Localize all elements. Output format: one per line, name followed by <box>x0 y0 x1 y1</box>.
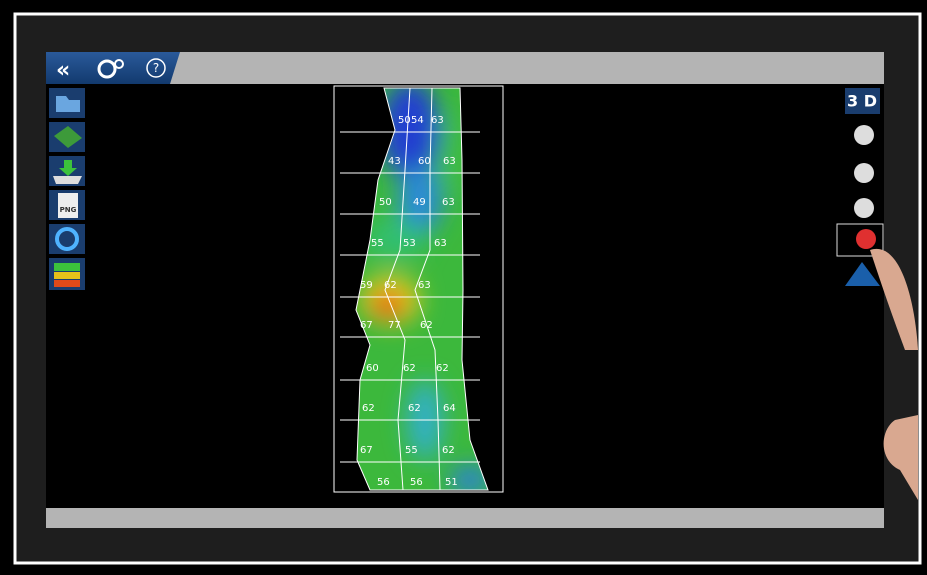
palette-row <box>54 272 80 279</box>
cell-value: 64 <box>443 403 456 414</box>
cell-value: 63 <box>434 238 447 249</box>
save-arrow <box>59 160 77 176</box>
cell-value: 56 <box>377 477 390 488</box>
top-bar <box>46 52 884 84</box>
cell-value: 59 <box>360 280 373 291</box>
view-3d-button[interactable] <box>845 88 880 114</box>
save-icon <box>53 176 82 184</box>
cell-value: 77 <box>388 320 401 331</box>
cell-value: 54 <box>411 115 424 126</box>
cell-value: 49 <box>413 197 426 208</box>
cell-value: 63 <box>442 197 455 208</box>
settings-icon[interactable] <box>97 59 117 79</box>
cell-value: 50 <box>379 197 392 208</box>
cell-value: 62 <box>384 280 397 291</box>
file-icon <box>58 193 78 218</box>
settings-icon-small <box>114 59 124 69</box>
cell-value: 53 <box>403 238 416 249</box>
cell-value: 62 <box>403 363 416 374</box>
cell-value: 56 <box>410 477 423 488</box>
cell-value: 62 <box>362 403 375 414</box>
cell-value: 60 <box>366 363 379 374</box>
cell-value: 55 <box>371 238 384 249</box>
right-toolbar: 3 D <box>836 88 918 500</box>
cell-value: 51 <box>445 477 458 488</box>
back-icon[interactable]: « <box>56 58 70 83</box>
left-toolbar: PNG <box>49 88 85 290</box>
cell-value: 62 <box>442 445 455 456</box>
palette-row <box>54 263 80 271</box>
zoom-in-button[interactable] <box>854 163 874 183</box>
cell-value: 67 <box>360 320 373 331</box>
palette-row <box>54 280 80 287</box>
view-3d-label: 3 D <box>847 92 877 111</box>
cell-value: 60 <box>418 156 431 167</box>
scale-button[interactable] <box>845 262 880 286</box>
selected-tool-frame <box>836 223 884 257</box>
bottom-bar <box>46 508 884 528</box>
pick-tool-button[interactable] <box>856 229 876 249</box>
cell-grid <box>340 87 489 491</box>
cell-value: 43 <box>388 156 401 167</box>
cell-value: 62 <box>408 403 421 414</box>
reset-zoom-button[interactable] <box>854 198 874 218</box>
cell-value: 62 <box>436 363 449 374</box>
cell-value: 62 <box>420 320 433 331</box>
zoom-out-button[interactable] <box>854 125 874 145</box>
export-label: PNG <box>60 206 77 214</box>
thumb <box>883 415 918 500</box>
board-icon <box>54 126 82 148</box>
cell-value: 63 <box>431 115 444 126</box>
cell-value: 50 <box>398 115 411 126</box>
refresh-icon <box>55 227 79 251</box>
menu-tab <box>46 52 180 84</box>
cell-value: 63 <box>443 156 456 167</box>
cell-value: 67 <box>360 445 373 456</box>
cell-value: 55 <box>405 445 418 456</box>
folder-icon <box>56 96 80 112</box>
finger <box>870 248 918 350</box>
help-icon[interactable] <box>146 58 166 78</box>
help-mark: ? <box>153 61 159 75</box>
cell-value: 63 <box>418 280 431 291</box>
